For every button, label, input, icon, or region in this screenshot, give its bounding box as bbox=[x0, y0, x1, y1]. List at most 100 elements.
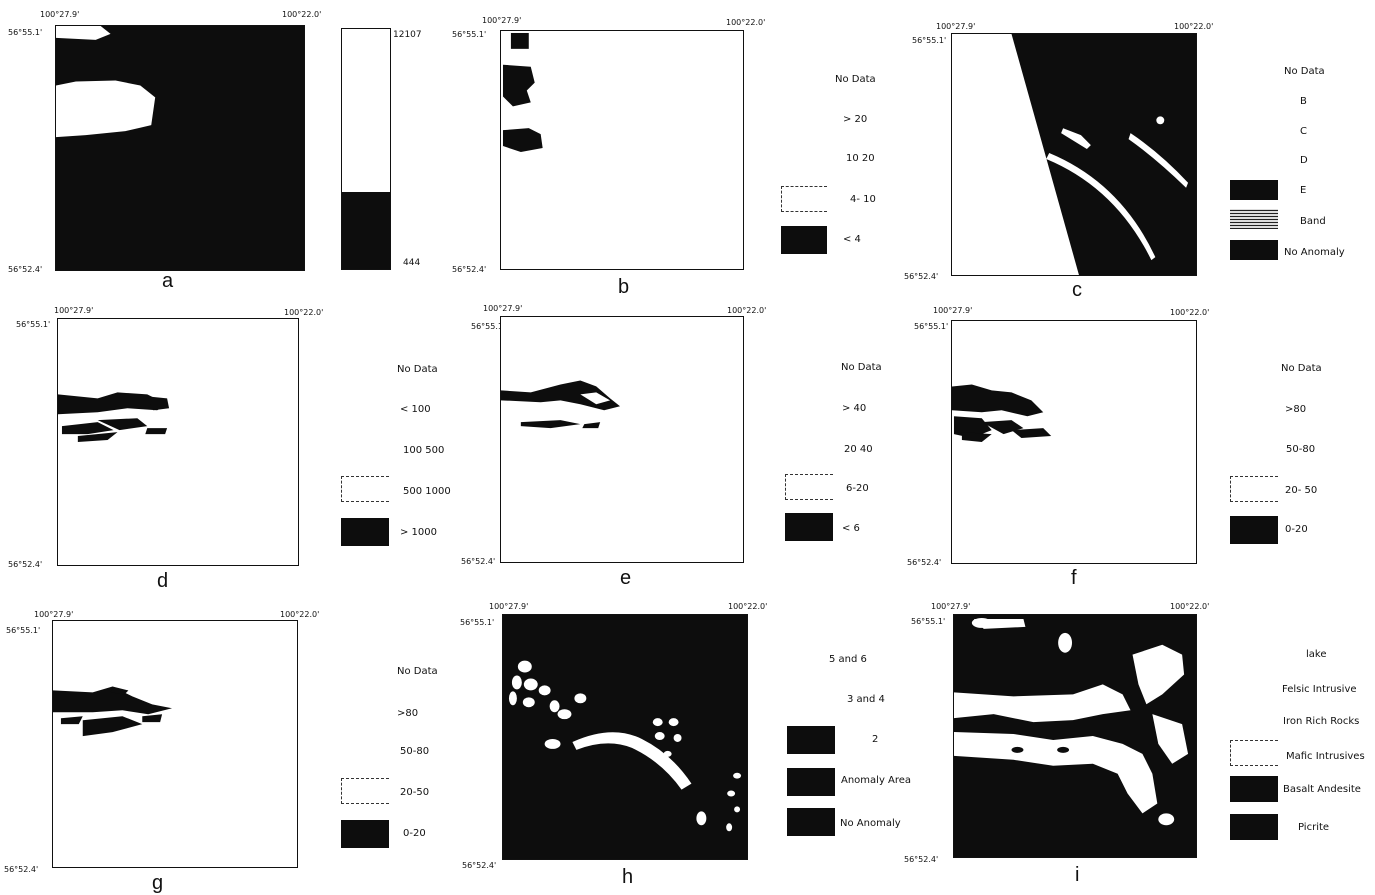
legend-item-label: 0-20 bbox=[1285, 524, 1308, 535]
legend-swatch bbox=[787, 808, 835, 836]
legend-swatch bbox=[787, 768, 835, 796]
panel-label-f: f bbox=[1071, 567, 1077, 589]
legend-item-label: Anomaly Area bbox=[841, 775, 912, 786]
legend-swatch bbox=[1230, 814, 1278, 840]
lon-right-label: 100°22.0' bbox=[1174, 22, 1214, 31]
legend-item-label: > 1000 bbox=[400, 527, 438, 538]
legend-item-label: 20-50 bbox=[400, 787, 430, 798]
scale-bar bbox=[341, 28, 391, 270]
panel-label-b: b bbox=[618, 276, 630, 298]
legend-item-label: No Anomaly bbox=[840, 818, 901, 829]
legend-swatch bbox=[781, 226, 827, 254]
legend-item-label: 5 and 6 bbox=[829, 654, 867, 665]
legend-swatch bbox=[1230, 180, 1278, 200]
map-c bbox=[951, 33, 1197, 276]
legend-swatch bbox=[341, 518, 389, 546]
lat-bottom-label: 56°52.4' bbox=[907, 558, 942, 567]
lat-bottom-label: 56°52.4' bbox=[8, 560, 43, 569]
panel-label-h: h bbox=[622, 866, 634, 888]
legend-swatch bbox=[1230, 209, 1278, 229]
lon-left-label: 100°27.9' bbox=[34, 610, 74, 619]
lon-right-label: 100°22.0' bbox=[726, 18, 766, 27]
map-a-image bbox=[56, 26, 156, 138]
map-h bbox=[502, 614, 748, 860]
lon-left-label: 100°27.9' bbox=[931, 602, 971, 611]
legend-item-label: 6-20 bbox=[846, 483, 869, 494]
panel-label-a: a bbox=[162, 270, 174, 292]
lat-bottom-label: 56°52.4' bbox=[8, 265, 43, 274]
legend-item-label: Band bbox=[1300, 216, 1326, 227]
lon-right-label: 100°22.0' bbox=[728, 602, 768, 611]
legend-item-label: 4- 10 bbox=[850, 194, 876, 205]
lat-bottom-label: 56°52.4' bbox=[461, 557, 496, 566]
legend-item-label: Mafic Intrusives bbox=[1286, 751, 1365, 762]
lat-bottom-label: 56°52.4' bbox=[452, 265, 487, 274]
legend-swatch bbox=[341, 820, 389, 848]
lat-top-label: 56°55.1' bbox=[460, 618, 495, 627]
legend-item-label: 20- 50 bbox=[1285, 485, 1318, 496]
lon-left-label: 100°27.9' bbox=[936, 22, 976, 31]
legend-swatch bbox=[785, 474, 833, 500]
map-d-image bbox=[58, 392, 170, 442]
lat-bottom-label: 56°52.4' bbox=[904, 855, 939, 864]
legend-item-label: No Data bbox=[397, 666, 438, 677]
map-f-image bbox=[952, 384, 1052, 442]
legend-item-label: >80 bbox=[397, 708, 419, 719]
map-g-image bbox=[53, 686, 173, 737]
legend-item-label: > 20 bbox=[843, 114, 868, 125]
legend-item-label: Felsic Intrusive bbox=[1282, 684, 1357, 695]
legend-swatch bbox=[1230, 516, 1278, 544]
lat-top-label: 56°55.1' bbox=[452, 30, 487, 39]
lon-right-label: 100°22.0' bbox=[282, 10, 322, 19]
map-g bbox=[52, 620, 298, 868]
legend-swatch bbox=[1230, 240, 1278, 260]
map-h-image bbox=[508, 660, 742, 832]
lon-right-label: 100°22.0' bbox=[727, 306, 767, 315]
legend-item-label: No Data bbox=[1281, 363, 1322, 374]
legend-item-label: 3 and 4 bbox=[847, 694, 885, 705]
lon-left-label: 100°27.9' bbox=[40, 10, 80, 19]
legend-item-label: 10 20 bbox=[846, 153, 875, 164]
legend-item-label: No Data bbox=[397, 364, 438, 375]
legend-item-label: B bbox=[1300, 96, 1307, 107]
panel-label-i: i bbox=[1075, 864, 1080, 886]
lat-top-label: 56°55.1' bbox=[471, 322, 506, 331]
lon-right-label: 100°22.0' bbox=[284, 308, 324, 317]
lat-top-label: 56°55.1' bbox=[914, 322, 949, 331]
lat-top-label: 56°55.1' bbox=[6, 626, 41, 635]
legend-item-label: 2 bbox=[872, 734, 879, 745]
scale-min-label: 444 bbox=[403, 258, 421, 268]
legend-swatch bbox=[781, 186, 827, 212]
panel-label-d: d bbox=[157, 570, 169, 592]
lon-left-label: 100°27.9' bbox=[482, 16, 522, 25]
legend-item-label: 50-80 bbox=[1286, 444, 1316, 455]
legend-item-label: No Data bbox=[841, 362, 882, 373]
legend-item-label: 20 40 bbox=[844, 444, 873, 455]
legend-item-label: No Data bbox=[1284, 66, 1325, 77]
legend-item-label: 0-20 bbox=[403, 828, 426, 839]
legend-swatch bbox=[1230, 476, 1278, 502]
panel-label-e: e bbox=[620, 567, 632, 589]
lat-bottom-label: 56°52.4' bbox=[4, 865, 39, 874]
panel-label-g: g bbox=[152, 872, 164, 894]
legend-item-label: Iron Rich Rocks bbox=[1283, 716, 1360, 727]
legend-swatch bbox=[341, 476, 389, 502]
legend-item-label: Basalt Andesite bbox=[1283, 784, 1361, 795]
legend-swatch bbox=[341, 778, 389, 804]
legend-item-label: < 6 bbox=[842, 523, 860, 534]
legend-item-label: Picrite bbox=[1298, 822, 1330, 833]
legend-item-label: E bbox=[1300, 185, 1307, 196]
lat-bottom-label: 56°52.4' bbox=[462, 861, 497, 870]
legend-swatch bbox=[787, 726, 835, 754]
legend-item-label: No Anomaly bbox=[1284, 247, 1345, 258]
map-b bbox=[500, 30, 744, 270]
lon-left-label: 100°27.9' bbox=[933, 306, 973, 315]
lon-right-label: 100°22.0' bbox=[1170, 602, 1210, 611]
map-d bbox=[57, 318, 299, 566]
lon-left-label: 100°27.9' bbox=[483, 304, 523, 313]
map-i-image bbox=[954, 617, 1189, 826]
legend-item-label: < 100 bbox=[400, 404, 431, 415]
legend-item-label: > 40 bbox=[842, 403, 867, 414]
legend-item-label: < 4 bbox=[843, 234, 861, 245]
legend-item-label: 100 500 bbox=[403, 445, 445, 456]
